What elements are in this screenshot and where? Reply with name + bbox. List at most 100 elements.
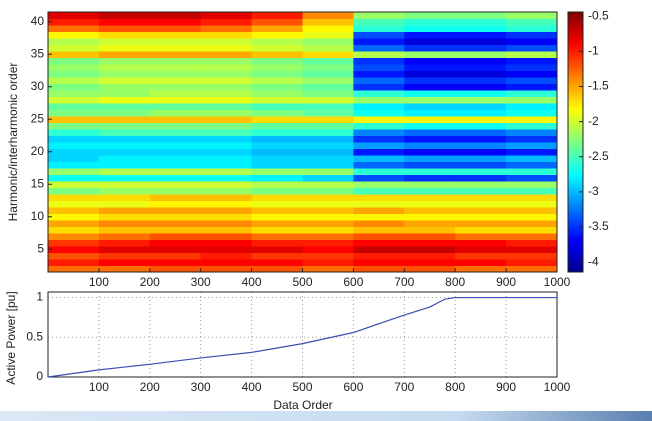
x-tick-label: 100 — [89, 275, 109, 289]
heat-cell — [404, 64, 456, 71]
colorbar-tick-label: -0.5 — [588, 8, 609, 22]
x-tick-label: 400 — [242, 380, 262, 394]
heat-cell — [149, 122, 202, 130]
heat-cell — [48, 187, 100, 195]
heat-cell — [455, 12, 507, 19]
heat-cell — [48, 77, 100, 84]
heat-cell — [98, 207, 151, 214]
heat-cell — [48, 200, 100, 208]
heat-cell — [149, 142, 202, 149]
heat-cell — [302, 259, 354, 266]
colorbar-tick-label: -4 — [588, 254, 599, 268]
heat-cell — [302, 90, 354, 97]
heat-cell — [404, 181, 456, 188]
heat-cell — [404, 116, 456, 123]
heat-cell — [200, 233, 253, 240]
heat-cell — [506, 96, 558, 104]
heat-cell — [455, 252, 507, 260]
heat-cell — [353, 259, 405, 266]
heat-cell — [149, 181, 202, 188]
heat-cell — [404, 70, 456, 78]
heat-cell — [404, 174, 456, 182]
heatmap-y-label: Harmonic/interharmonic order — [6, 63, 20, 222]
heat-cell — [455, 148, 507, 156]
heat-cell — [149, 161, 202, 169]
heat-cell — [200, 12, 253, 19]
heat-cell — [48, 83, 100, 91]
heat-cell — [98, 64, 151, 71]
heat-cell — [302, 239, 354, 247]
heat-cell — [506, 181, 558, 188]
heat-cell — [455, 265, 507, 273]
heat-cell — [302, 83, 354, 91]
heat-cell — [251, 25, 303, 32]
heat-cell — [48, 31, 100, 39]
heat-cell — [200, 226, 253, 234]
heat-cell — [251, 226, 303, 234]
heat-cell — [506, 187, 558, 195]
heat-cell — [48, 259, 100, 266]
x-tick-label: 700 — [394, 380, 414, 394]
heat-cell — [455, 174, 507, 182]
x-tick-label: 300 — [191, 380, 211, 394]
heat-cell — [200, 135, 253, 143]
heat-cell — [48, 265, 100, 273]
heat-cell — [200, 90, 253, 97]
heat-cell — [149, 252, 202, 260]
heat-cell — [98, 18, 151, 26]
colorbar-tick-label: -2.5 — [588, 149, 609, 163]
heat-cell — [302, 207, 354, 214]
heat-cell — [455, 142, 507, 149]
heat-cell — [48, 90, 100, 97]
heat-cell — [98, 142, 151, 149]
heat-cell — [149, 18, 202, 26]
heat-cell — [200, 252, 253, 260]
heat-cell — [200, 239, 253, 247]
heat-cell — [98, 246, 151, 253]
heat-cell — [404, 109, 456, 117]
heat-cell — [251, 57, 303, 65]
heat-cell — [251, 77, 303, 84]
heat-cell — [404, 96, 456, 104]
heat-cell — [149, 194, 202, 201]
heat-cell — [353, 200, 405, 208]
heat-cell — [353, 70, 405, 78]
heat-cell — [302, 51, 354, 58]
heat-cell — [455, 44, 507, 52]
heat-cell — [302, 77, 354, 84]
heat-cell — [353, 265, 405, 273]
heat-cell — [149, 226, 202, 234]
heat-cell — [404, 252, 456, 260]
heat-cell — [353, 252, 405, 260]
y-tick-label: 20 — [31, 144, 45, 158]
heat-cell — [455, 194, 507, 201]
heat-cell — [251, 90, 303, 97]
heat-cell — [455, 96, 507, 104]
heat-cell — [506, 70, 558, 78]
heat-cell — [251, 70, 303, 78]
heat-cell — [353, 135, 405, 143]
heat-cell — [98, 51, 151, 58]
heat-cell — [404, 148, 456, 156]
heat-cell — [48, 174, 100, 182]
y-tick-label: 35 — [31, 46, 45, 60]
heat-cell — [200, 96, 253, 104]
heat-cell — [506, 129, 558, 136]
heat-cell — [98, 135, 151, 143]
heat-cell — [353, 161, 405, 169]
heat-cell — [149, 12, 202, 19]
heat-cell — [251, 239, 303, 247]
heat-cell — [353, 38, 405, 45]
heat-cell — [98, 161, 151, 169]
heat-cell — [200, 57, 253, 65]
colorbar — [567, 11, 584, 273]
heat-cell — [404, 155, 456, 162]
heat-cell — [506, 207, 558, 214]
heat-cell — [200, 83, 253, 91]
heat-cell — [404, 200, 456, 208]
heat-cell — [48, 155, 100, 162]
heat-cell — [353, 25, 405, 32]
heat-cell — [149, 116, 202, 123]
heat-cell — [251, 96, 303, 104]
heat-cell — [251, 38, 303, 45]
